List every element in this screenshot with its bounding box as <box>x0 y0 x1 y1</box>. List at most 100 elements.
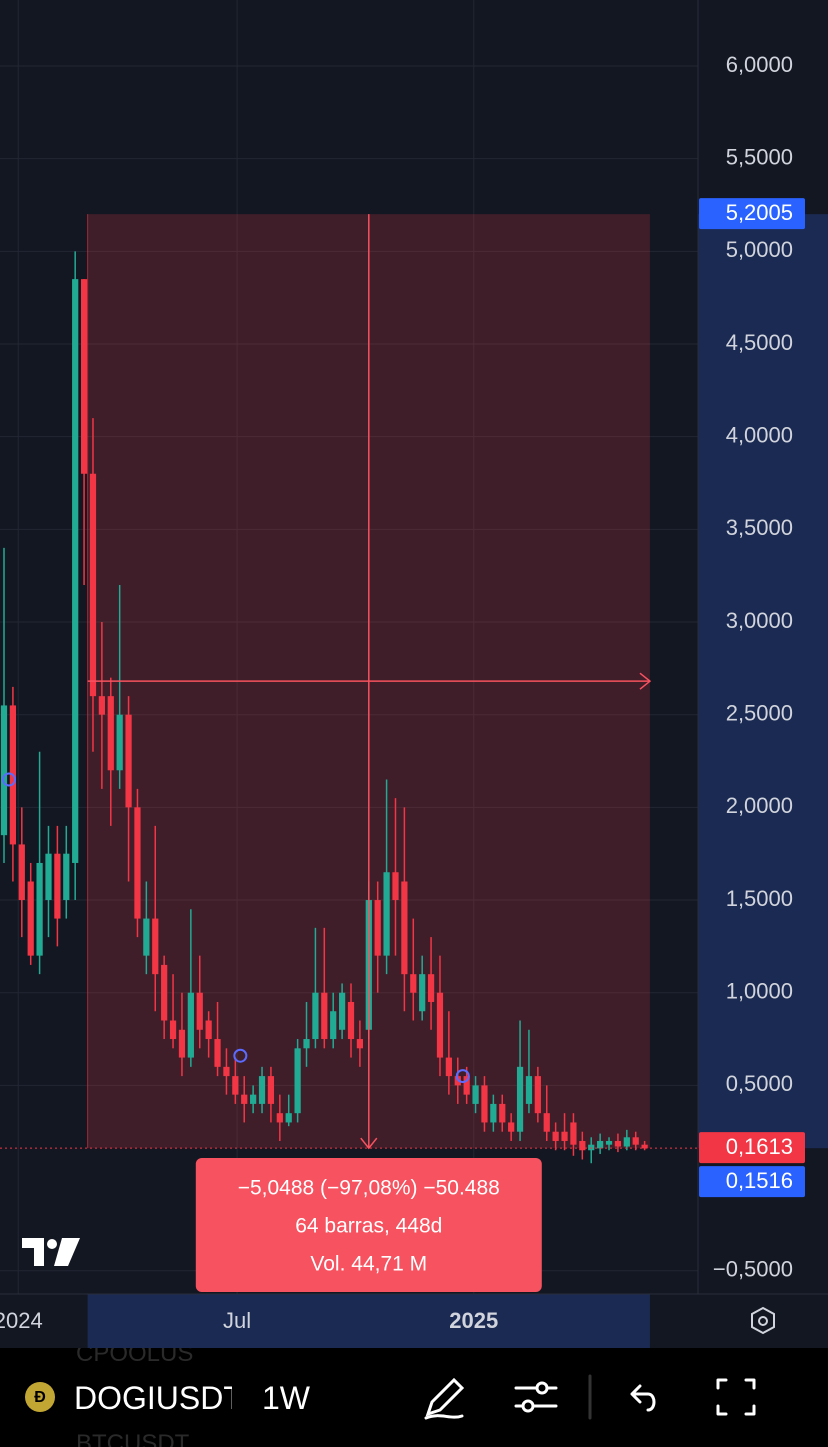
price-label: 5,2005 <box>726 200 793 225</box>
y-tick-label: 2,0000 <box>726 793 793 818</box>
price-range-highlight <box>698 214 828 1149</box>
candle-body <box>561 1131 568 1141</box>
candle-body <box>356 1039 364 1049</box>
candle-body <box>294 1048 301 1114</box>
candle-body <box>463 1076 470 1095</box>
candle-body <box>98 696 105 715</box>
candle-body <box>178 1029 186 1058</box>
candle-body <box>410 974 417 993</box>
candle-body <box>45 853 52 901</box>
candle-body <box>392 872 399 901</box>
candle-body <box>534 1076 541 1114</box>
price-label-box <box>699 1132 805 1164</box>
y-tick-label: 4,0000 <box>726 422 793 447</box>
candle-body <box>605 1140 613 1145</box>
x-tick-label: 2025 <box>449 1308 498 1333</box>
candle-body <box>214 1039 221 1067</box>
toolbar: CPOOLUS BTCUSDT Ð DOGIUSDT 1W <box>0 1348 828 1447</box>
event-marker <box>233 1048 248 1063</box>
price-label-box <box>699 1166 805 1198</box>
y-tick-label: 2,5000 <box>726 701 793 726</box>
y-tick-label: 1,0000 <box>726 979 793 1004</box>
candle-body <box>152 918 159 975</box>
event-marker <box>2 772 17 787</box>
candle-body <box>516 1066 524 1132</box>
candle-body <box>27 881 34 956</box>
candle-body <box>597 1140 604 1149</box>
candle-body <box>427 974 435 1002</box>
symbol[interactable]: DOGIUSDT <box>74 1380 232 1416</box>
y-tick-label: 4,5000 <box>726 330 793 355</box>
candle-body <box>330 1011 337 1040</box>
candle-body <box>632 1137 639 1145</box>
y-tick-label: −0,5000 <box>713 1257 793 1282</box>
candle-body <box>641 1144 648 1149</box>
candle-body <box>481 1085 488 1123</box>
candle-body <box>241 1094 248 1104</box>
price-label: 0,1516 <box>726 1168 793 1193</box>
candle-body <box>205 1020 212 1040</box>
candle-body <box>436 992 444 1058</box>
candle-body <box>250 1094 257 1104</box>
watchlist-item[interactable]: BTCUSDT <box>76 1430 190 1447</box>
candle-body <box>232 1076 239 1095</box>
candle-body <box>525 1076 533 1104</box>
candle-body <box>107 696 114 771</box>
candle-body <box>143 918 150 956</box>
candle-body <box>321 992 328 1040</box>
y-tick-label: 5,5000 <box>726 144 793 169</box>
candle-body <box>169 1020 177 1040</box>
toolbar-icons[interactable] <box>420 1372 820 1422</box>
candle-body <box>552 1131 559 1141</box>
watchlist-item[interactable]: CPOOLUS <box>76 1348 194 1367</box>
x-tick-label: 2024 <box>0 1308 43 1333</box>
y-tick-label: 5,0000 <box>726 237 793 262</box>
candle-body <box>614 1140 622 1147</box>
candle-body <box>187 992 194 1058</box>
candle-body <box>445 1057 452 1077</box>
candle-body <box>285 1113 292 1123</box>
candle-body <box>161 964 168 1021</box>
candle-body <box>490 1103 497 1123</box>
candle-body <box>125 714 132 808</box>
candle-body <box>72 279 79 863</box>
candle-body <box>267 1076 275 1104</box>
candle-body <box>196 992 203 1030</box>
svg-text:Ð: Ð <box>34 1389 46 1406</box>
y-tick-label: 3,5000 <box>726 515 793 540</box>
y-tick-label: 3,0000 <box>726 608 793 633</box>
candle-body <box>347 1001 355 1040</box>
candle-body <box>338 992 346 1030</box>
interval[interactable]: 1W <box>262 1380 310 1416</box>
candle-body <box>63 853 70 901</box>
candle-body <box>499 1103 506 1123</box>
y-tick-label: 0,5000 <box>726 1071 793 1096</box>
candle-body <box>579 1140 586 1151</box>
price-label: 0,1613 <box>726 1134 793 1159</box>
measure-arrowhead <box>360 1137 378 1150</box>
candle-body <box>116 714 123 771</box>
candle-body <box>134 807 141 919</box>
candle-body <box>36 862 43 956</box>
tradingview-logo <box>22 1238 80 1266</box>
candle-body <box>419 974 426 1012</box>
candle-body <box>89 473 97 697</box>
candle-body <box>80 279 88 474</box>
candle-body <box>472 1085 479 1104</box>
symbol-icon: Ð <box>25 1382 55 1412</box>
chart: 6,0000 5,5000 5,0000 4,5000 4,0000 3,5000 3,00… <box>0 0 828 1348</box>
time-range-highlight <box>87 1294 650 1348</box>
candle-body <box>303 1039 310 1049</box>
y-tick-label: 6,0000 <box>726 52 793 77</box>
x-tick-label: Jul <box>223 1308 251 1333</box>
candle-body <box>543 1113 550 1132</box>
settings-icon <box>751 1306 775 1335</box>
candle-body <box>570 1122 577 1145</box>
candle-body <box>623 1137 630 1147</box>
candle-body <box>312 992 319 1040</box>
tooltip-line: Vol. 44,71 M <box>310 1253 427 1276</box>
candle-body <box>223 1066 230 1077</box>
candle-body <box>374 900 381 956</box>
tooltip-line: 64 barras, 448d <box>295 1215 442 1238</box>
candle-body <box>0 705 8 836</box>
